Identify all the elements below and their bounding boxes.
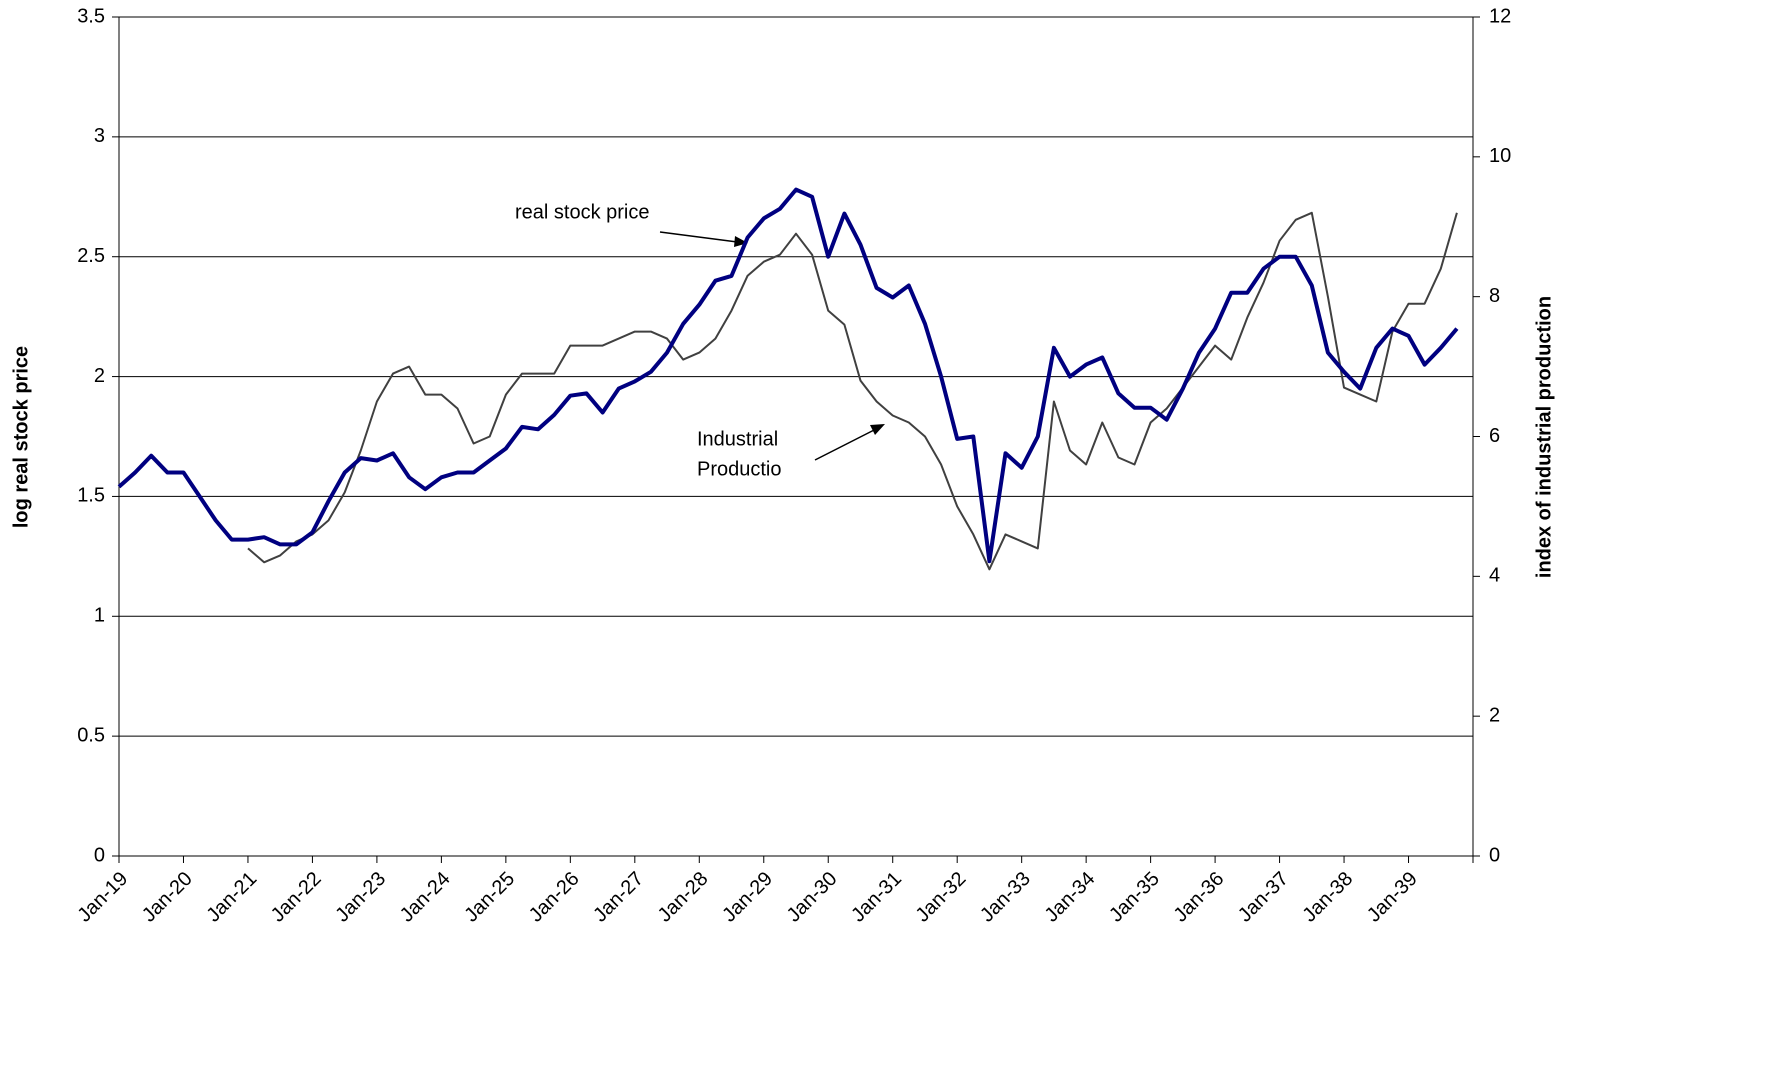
x-tick-label: Jan-33 [976, 868, 1035, 927]
y2-tick-label: 0 [1489, 844, 1500, 866]
arrow-head [870, 424, 885, 435]
x-tick-label: Jan-24 [396, 868, 455, 927]
arrow-head [734, 236, 748, 247]
y2-tick-label: 8 [1489, 285, 1500, 307]
series-line [117, 187, 1459, 564]
annotation: Productio [697, 458, 782, 480]
x-tick-label: Jan-31 [847, 868, 906, 927]
y-tick-label: 0 [94, 844, 105, 866]
x-tick-label: Jan-32 [912, 868, 971, 927]
x-tick-label: Jan-22 [267, 868, 326, 927]
series-line [247, 211, 1458, 571]
annotation: Industrial [697, 428, 778, 450]
x-tick-label: Jan-35 [1105, 868, 1164, 927]
y2-tick-label: 2 [1489, 704, 1500, 726]
y-tick-label: 1 [94, 605, 105, 627]
y-tick-label: 3 [94, 125, 105, 147]
annotation: real stock price [515, 201, 650, 223]
y-tick-label: 2.5 [77, 245, 105, 267]
x-tick-label: Jan-27 [589, 868, 648, 927]
x-tick-label: Jan-29 [718, 868, 777, 927]
annotation-arrow [659, 231, 746, 244]
x-tick-label: Jan-34 [1041, 868, 1100, 927]
y2-axis-title: index of industrial production [1533, 296, 1555, 578]
y-axis-title: log real stock price [10, 346, 32, 528]
x-tick-label: Jan-30 [783, 868, 842, 927]
x-tick-label: Jan-25 [460, 868, 519, 927]
x-tick-label: Jan-36 [1170, 868, 1229, 927]
y2-tick-label: 12 [1489, 5, 1511, 27]
x-tick-label: Jan-19 [73, 868, 132, 927]
x-tick-label: Jan-38 [1299, 868, 1358, 927]
y-tick-label: 2 [94, 365, 105, 387]
y2-tick-label: 10 [1489, 145, 1511, 167]
x-tick-label: Jan-20 [138, 868, 197, 927]
y-tick-label: 1.5 [77, 485, 105, 507]
x-tick-label: Jan-21 [202, 868, 261, 927]
x-tick-label: Jan-23 [331, 868, 390, 927]
x-tick-label: Jan-26 [525, 868, 584, 927]
y-tick-label: 0.5 [77, 724, 105, 746]
x-tick-label: Jan-37 [1234, 868, 1293, 927]
x-tick-label: Jan-28 [654, 868, 713, 927]
annotation-arrow [814, 426, 881, 461]
y-tick-label: 3.5 [77, 5, 105, 27]
y2-tick-label: 4 [1489, 565, 1500, 587]
x-tick-label: Jan-39 [1363, 868, 1422, 927]
y2-tick-label: 6 [1489, 425, 1500, 447]
